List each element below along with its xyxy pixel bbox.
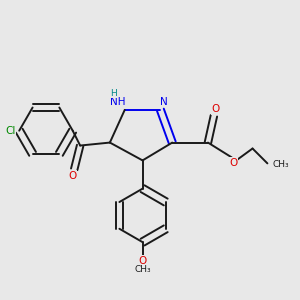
Text: CH₃: CH₃ <box>135 265 152 274</box>
Text: H: H <box>110 89 117 98</box>
Text: Cl: Cl <box>5 126 16 136</box>
Text: O: O <box>229 158 237 168</box>
Text: N: N <box>160 97 168 106</box>
Text: O: O <box>69 171 77 181</box>
Text: O: O <box>211 104 220 114</box>
Text: CH₃: CH₃ <box>273 160 290 169</box>
Text: NH: NH <box>110 98 125 107</box>
Text: O: O <box>138 256 147 266</box>
